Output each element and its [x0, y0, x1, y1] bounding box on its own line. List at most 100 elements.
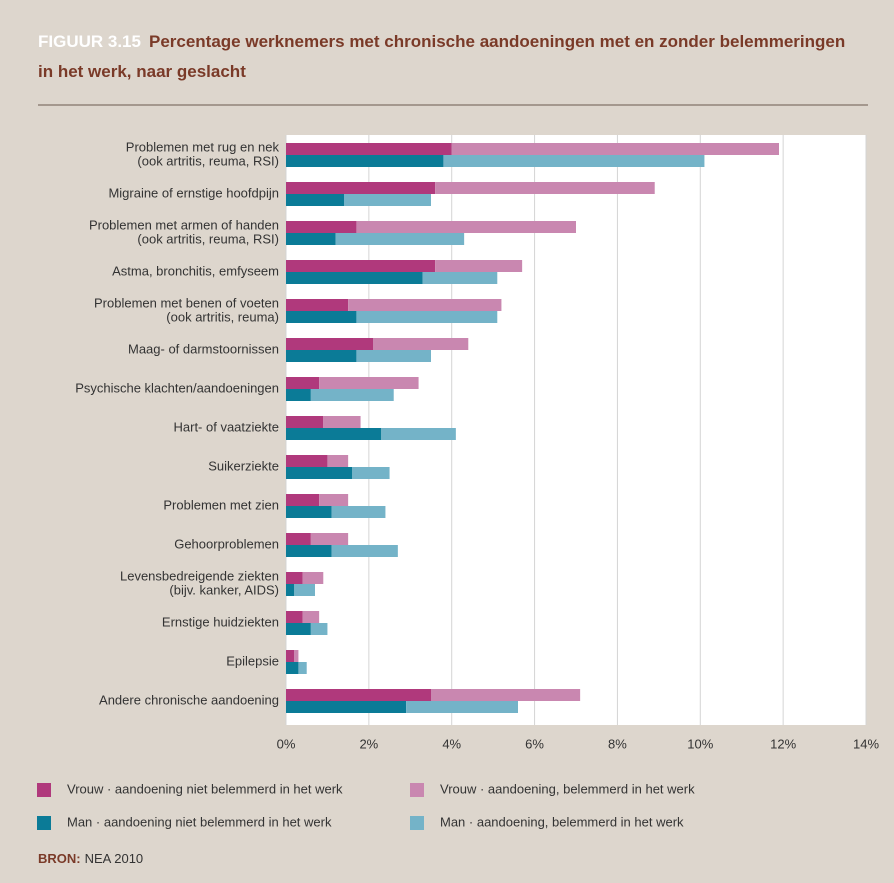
category-label: Problemen met rug en nek: [126, 139, 280, 154]
bar-segment: [435, 182, 655, 194]
bar-segment: [406, 701, 518, 713]
bar-segment: [286, 416, 324, 428]
category-label: (bijv. kanker, AIDS): [169, 582, 279, 597]
bar-segment: [286, 299, 349, 311]
figure-label: FIGUUR 3.15: [38, 32, 141, 51]
chart-title: Percentage werknemers met chronische aan…: [38, 32, 846, 81]
bar-segment: [319, 494, 349, 506]
bar-segment: [286, 233, 336, 245]
bar-segment: [286, 467, 353, 479]
category-label: Astma, bronchitis, emfyseem: [112, 263, 279, 278]
category-label: Ernstige huidziekten: [162, 614, 279, 629]
bar-segment: [302, 572, 324, 584]
bar-segment: [286, 572, 303, 584]
bar-segment: [352, 467, 390, 479]
bar-segment: [286, 182, 436, 194]
bar-segment: [327, 455, 349, 467]
bar-segment: [331, 506, 386, 518]
legend-label: Man · aandoening niet belemmerd in het w…: [67, 814, 332, 829]
title-block: FIGUUR 3.15 Percentage werknemers met chr…: [38, 27, 858, 87]
bar-segment: [286, 350, 357, 362]
category-label: Andere chronische aandoening: [99, 692, 279, 707]
x-tick-label: 6%: [525, 736, 544, 751]
bar-segment: [286, 143, 452, 155]
bar-segment: [373, 338, 469, 350]
bar-segment: [356, 221, 576, 233]
category-label: Problemen met armen of handen: [89, 217, 279, 232]
source-label: BRON:: [38, 851, 81, 866]
bar-segment: [286, 389, 311, 401]
source-text: NEA 2010: [85, 851, 144, 866]
bar-segment: [331, 545, 398, 557]
bar-segment: [422, 272, 498, 284]
bar-segment: [435, 260, 523, 272]
bar-segment: [356, 350, 431, 362]
bar-segment: [286, 545, 332, 557]
category-label: Gehoorproblemen: [174, 536, 279, 551]
bar-segment: [286, 155, 444, 167]
bar-segment: [286, 260, 436, 272]
category-label: Epilepsie: [226, 653, 279, 668]
category-label: (ook artritis, reuma): [166, 309, 279, 324]
category-label: Maag- of darmstoornissen: [128, 341, 279, 356]
bar-segment: [286, 584, 295, 596]
bar-segment: [310, 389, 394, 401]
bar-segment: [319, 377, 419, 389]
bar-segment: [310, 623, 328, 635]
bar-segment: [286, 623, 311, 635]
bar-segment: [286, 428, 382, 440]
bar-segment: [286, 194, 344, 206]
bar-segment: [286, 689, 431, 701]
bar-segment: [286, 338, 373, 350]
legend-label: Man · aandoening, belemmerd in het werk: [440, 814, 684, 829]
bar-segment: [286, 494, 320, 506]
source: BRON: NEA 2010: [38, 851, 143, 866]
bar-segment: [323, 416, 361, 428]
x-tick-label: 10%: [687, 736, 713, 751]
bar-segment: [286, 662, 299, 674]
bar-segment: [286, 272, 423, 284]
bar-segment: [286, 221, 357, 233]
legend-label: Vrouw · aandoening, belemmerd in het wer…: [440, 781, 695, 796]
bar-segment: [286, 533, 311, 545]
bar-segment: [294, 650, 299, 662]
x-tick-label: 0%: [277, 736, 296, 751]
legend-swatch: [410, 816, 424, 830]
bar-segment: [302, 611, 320, 623]
bar-segment: [431, 689, 581, 701]
bar-segment: [356, 311, 498, 323]
x-tick-label: 14%: [853, 736, 879, 751]
category-label: (ook artritis, reuma, RSI): [137, 231, 279, 246]
category-label: Migraine of ernstige hoofdpijn: [108, 185, 279, 200]
bar-segment: [286, 701, 407, 713]
legend-label: Vrouw · aandoening niet belemmerd in het…: [67, 781, 343, 796]
bar-segment: [310, 533, 349, 545]
bar-segment: [298, 662, 307, 674]
bar-segment: [286, 650, 295, 662]
bar-segment: [344, 194, 431, 206]
x-tick-label: 12%: [770, 736, 796, 751]
category-label: Hart- of vaatziekte: [174, 419, 280, 434]
category-label: Problemen met zien: [163, 497, 279, 512]
bar-segment: [381, 428, 456, 440]
bar-segment: [286, 377, 320, 389]
category-label: Levensbedreigende ziekten: [120, 568, 279, 583]
legend-swatch: [410, 783, 424, 797]
bar-segment: [286, 311, 357, 323]
category-label: Psychische klachten/aandoeningen: [75, 380, 279, 395]
x-tick-label: 2%: [359, 736, 378, 751]
category-label: Problemen met benen of voeten: [94, 295, 279, 310]
bar-segment: [443, 155, 705, 167]
x-tick-label: 8%: [608, 736, 627, 751]
bar-segment: [335, 233, 465, 245]
category-label: Suikerziekte: [208, 458, 279, 473]
bar-segment: [286, 611, 303, 623]
bar-segment: [286, 506, 332, 518]
bar-segment: [348, 299, 502, 311]
legend-swatch: [37, 816, 51, 830]
legend-swatch: [37, 783, 51, 797]
bar-segment: [451, 143, 779, 155]
bar-segment: [286, 455, 328, 467]
